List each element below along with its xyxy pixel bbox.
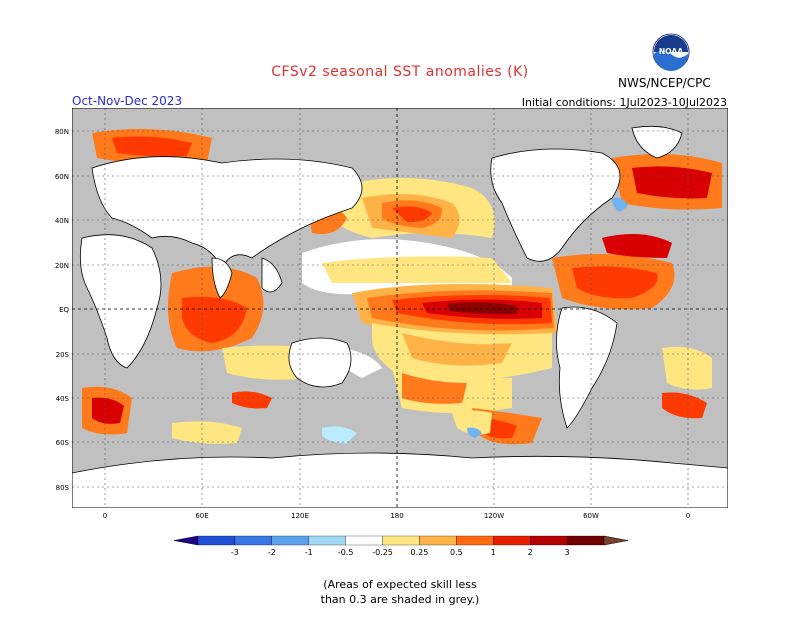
colorbar-tick-label: -1 [305,548,313,557]
agency-label: NWS/NCEP/CPC [618,76,711,90]
colorbar-swatch [456,535,494,546]
season-label: Oct-Nov-Dec 2023 [72,94,183,108]
colorbar-swatch [530,535,568,546]
lon-label: 0 [103,512,107,520]
lat-label: 60N [55,173,69,181]
colorbar-swatch [234,535,272,546]
skill-note-line2: than 0.3 are shaded in grey.) [320,593,480,606]
colorbar-tick-label: -2 [268,548,276,557]
colorbar-tick-label: 1 [491,548,496,557]
lat-label: 20N [55,262,69,270]
graticule [72,108,728,508]
colorbar-tick-label: 0.25 [411,548,429,557]
north-america-landmass [490,148,621,262]
latitude-label-column: 80N 60N 40N 20N EQ 20S 40S 60S 80S [55,128,70,492]
lat-label: 40N [55,217,69,225]
colorbar-tick-label: -0.25 [372,548,393,557]
colorbar-tick-label: 2 [528,548,533,557]
colorbar-low-arrow [173,535,199,546]
lat-label: 40S [56,395,70,403]
lon-label: 120E [291,512,309,520]
colorbar-swatch [345,535,383,546]
colorbar-swatch [197,535,236,546]
lat-label: 80S [56,484,70,492]
colorbar-swatch [566,535,605,546]
map-title: CFSv2 seasonal SST anomalies (K) [271,64,529,80]
south-america-landmass [556,306,618,429]
lat-label: 80N [55,128,69,136]
land-masses [72,125,728,508]
lat-label: EQ [59,306,69,314]
sst-anomaly-map [72,108,728,508]
colorbar-swatch [419,535,457,546]
antarctica-landmass [72,452,728,508]
colorbar-tick-label: -0.5 [338,548,354,557]
lon-label: 180 [390,512,403,520]
lon-label: 120W [484,512,504,520]
se-asia-landmass [261,257,283,293]
colorbar-swatch [308,535,346,546]
initial-conditions-label: Initial conditions: 1Jul2023-10Jul2023 [521,96,727,109]
anomaly-fields [82,129,722,445]
logo-text: NOAA [659,47,683,56]
colorbar-high-arrow [603,535,629,546]
india-landmass [211,257,233,299]
lon-label: 60W [583,512,599,520]
longitude-labels: 0 60E 120E 180 120W 60W 0 [103,512,690,520]
colorbar-tick-label: 3 [565,548,570,557]
eurasia-landmass [91,156,363,269]
colorbar-tick-label: -3 [231,548,239,557]
africa-landmass [79,234,162,369]
colorbar-swatch [493,535,531,546]
equator-dateline [72,108,728,508]
lon-label: 0 [686,512,690,520]
noaa-logo: NOAA [652,33,690,71]
colorbar-swatch [382,535,420,546]
lon-label: 60E [195,512,208,520]
colorbar-tick-label: 0.5 [450,548,463,557]
greenland-landmass [631,125,683,159]
australia-landmass [288,337,352,388]
colorbar-swatch [271,535,309,546]
lat-label: 60S [56,439,70,447]
anomaly-colorbar: -3 -2 -1 -0.5 -0.25 0.25 0.5 1 2 3 [173,535,629,557]
lat-label: 20S [56,351,70,359]
skill-note-line1: (Areas of expected skill less [323,578,477,591]
